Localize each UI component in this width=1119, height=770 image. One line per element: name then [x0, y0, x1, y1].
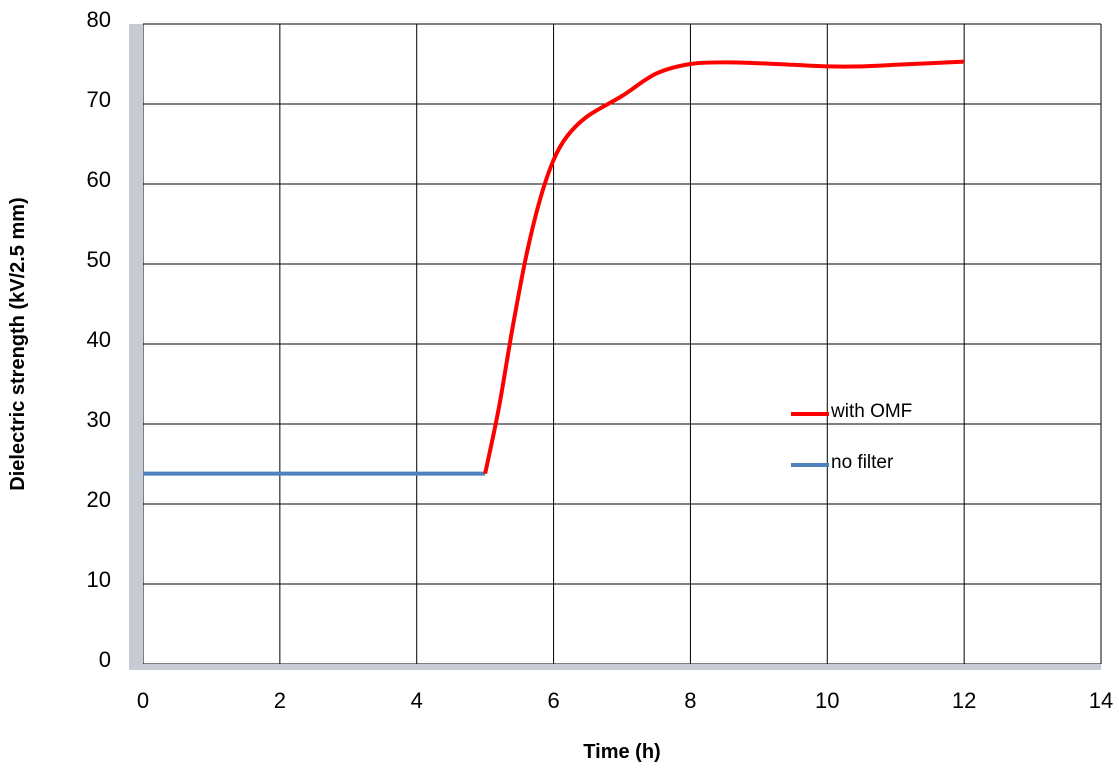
- x-axis-line: [129, 664, 1101, 670]
- x-tick-label-2: 2: [274, 688, 286, 713]
- x-tick-label-8: 8: [684, 688, 696, 713]
- y-tick-label-40: 40: [87, 327, 111, 352]
- grid: [142, 23, 1102, 665]
- x-tick-labels: 0 2 4 6 8 10 12 14: [137, 688, 1113, 713]
- y-tick-label-80: 80: [87, 7, 111, 32]
- y-tick-label-10: 10: [87, 567, 111, 592]
- x-tick-label-12: 12: [952, 688, 976, 713]
- y-tick-label-30: 30: [87, 407, 111, 432]
- legend-label-with-omf: with OMF: [830, 401, 912, 422]
- y-axis-title: Dielectric strength (kV/2.5 mm): [7, 197, 29, 490]
- y-tick-label-70: 70: [87, 87, 111, 112]
- legend-label-no-filter: no filter: [831, 452, 894, 473]
- x-tick-label-10: 10: [815, 688, 839, 713]
- x-tick-label-6: 6: [547, 688, 559, 713]
- x-tick-label-14: 14: [1089, 688, 1113, 713]
- series-line-with-omf: [483, 59, 965, 475]
- y-tick-label-60: 60: [87, 167, 111, 192]
- x-tick-label-4: 4: [411, 688, 423, 713]
- y-tick-label-50: 50: [87, 247, 111, 272]
- y-tick-label-0: 0: [99, 647, 111, 672]
- y-axis-line: [129, 24, 143, 670]
- x-axis-title: Time (h): [583, 741, 660, 763]
- y-tick-labels: 0 10 20 30 40 50 60 70 80: [87, 7, 111, 672]
- legend: with OMF no filter: [791, 401, 912, 473]
- axes: [129, 24, 1101, 670]
- series-lines: [143, 59, 965, 476]
- x-tick-label-0: 0: [137, 688, 149, 713]
- y-tick-label-20: 20: [87, 487, 111, 512]
